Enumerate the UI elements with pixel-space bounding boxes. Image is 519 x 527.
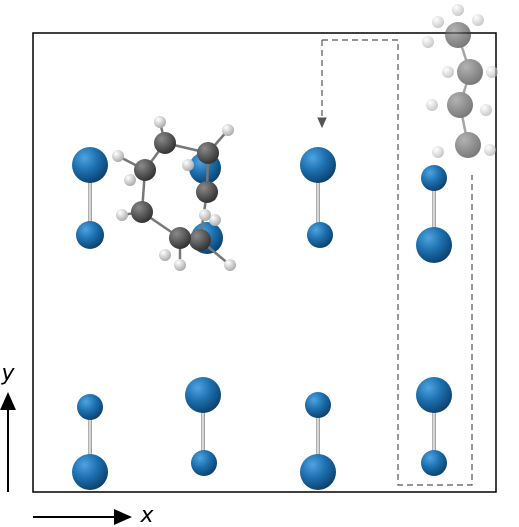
atom xyxy=(416,227,452,263)
atom xyxy=(72,147,108,183)
dashed-region xyxy=(322,39,473,486)
atom xyxy=(191,450,217,476)
bond xyxy=(316,165,320,235)
atom xyxy=(76,221,104,249)
y-label: y xyxy=(0,361,15,386)
cyclohexane xyxy=(112,116,236,271)
bond xyxy=(316,405,320,472)
atom xyxy=(421,165,447,191)
cell-box xyxy=(32,32,497,493)
atom xyxy=(300,147,336,183)
atom xyxy=(77,394,103,420)
bond xyxy=(201,395,205,463)
chain-molecule xyxy=(422,4,498,158)
atom xyxy=(421,450,447,476)
atom xyxy=(185,377,221,413)
bond xyxy=(88,407,92,472)
bond xyxy=(432,395,436,463)
atom xyxy=(416,377,452,413)
dimers xyxy=(72,147,452,490)
x-label: x xyxy=(139,503,154,527)
bond xyxy=(88,165,92,235)
atom xyxy=(307,222,333,248)
bond xyxy=(432,178,436,245)
atom xyxy=(305,392,331,418)
atom xyxy=(72,454,108,490)
atom xyxy=(300,454,336,490)
